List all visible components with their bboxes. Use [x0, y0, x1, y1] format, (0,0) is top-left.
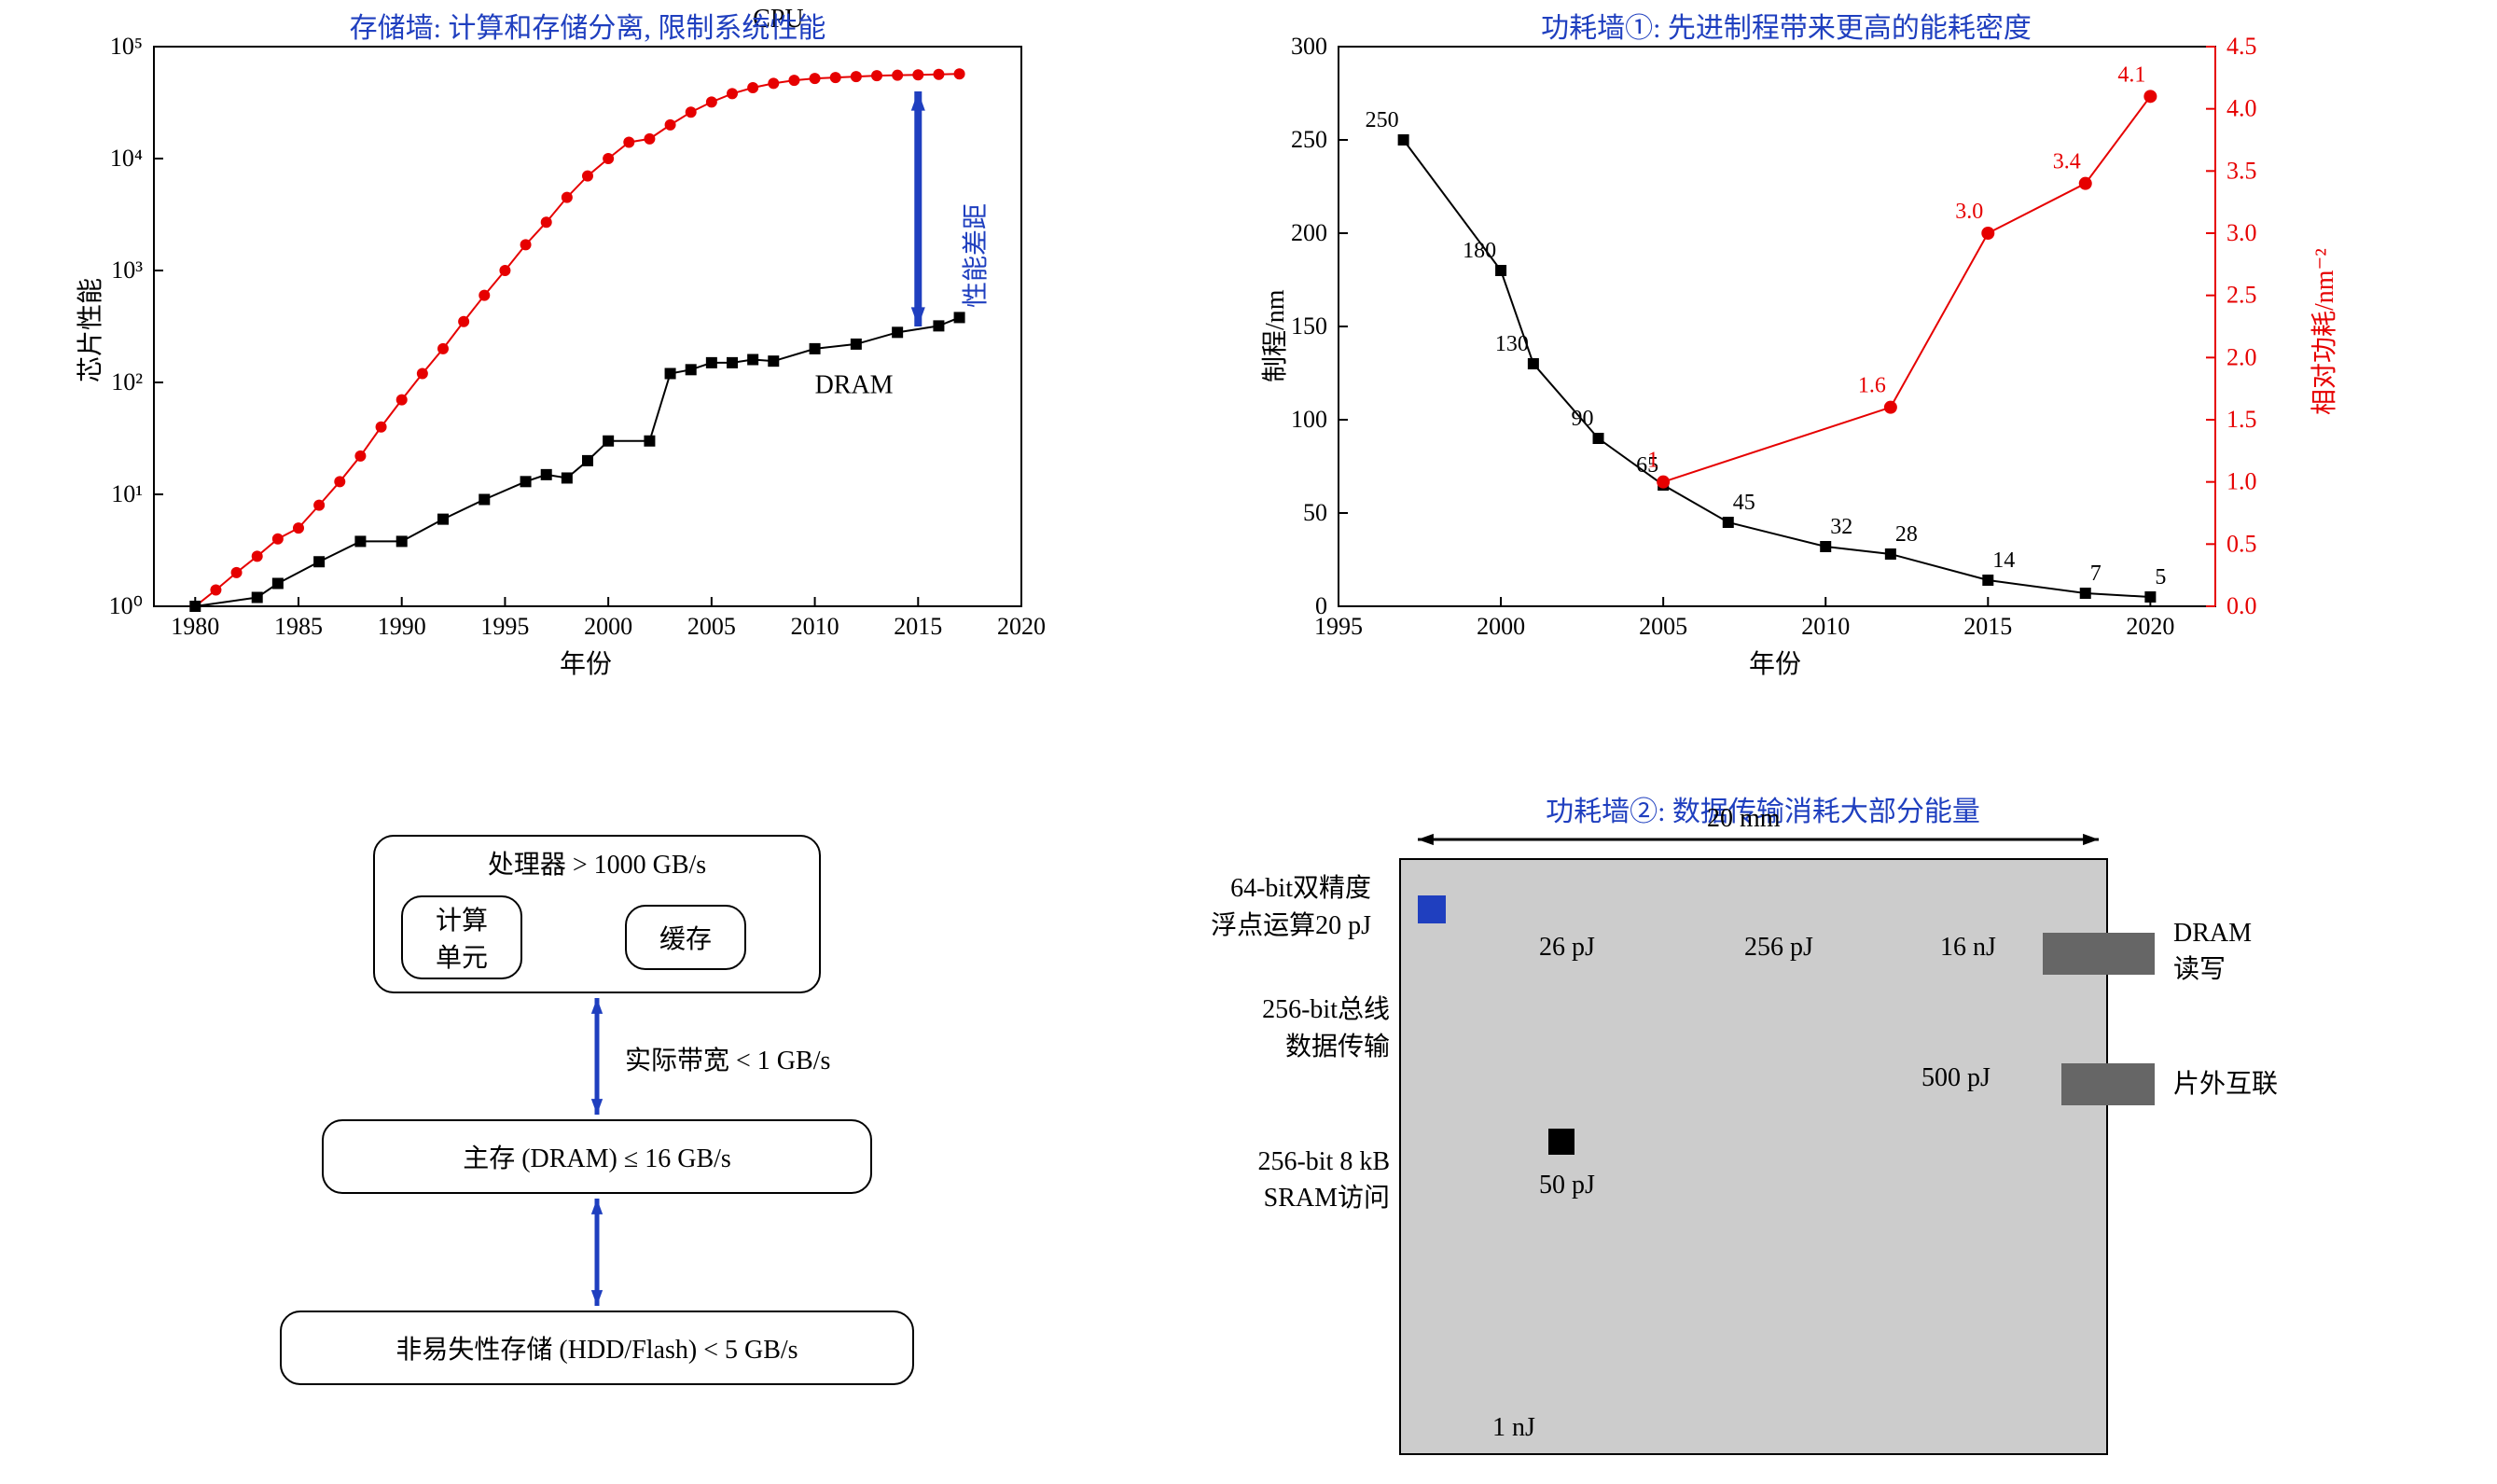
- panelD-label-pj50: 50 pJ: [1539, 1171, 1595, 1200]
- arrow-head: [2083, 834, 2099, 845]
- panelD-label-offchip: 片外互联: [2173, 1063, 2278, 1101]
- panelD-label-bus: 256-bit总线数据传输: [1166, 989, 1390, 1063]
- panelD-label-nj1: 1 nJ: [1492, 1413, 1535, 1443]
- panelD-label-fp64: 64-bit双精度浮点运算20 pJ: [1147, 867, 1371, 942]
- panelD-svg: [0, 0, 2497, 1484]
- panelD-label-sram: 256-bit 8 kBSRAM访问: [1166, 1147, 1390, 1214]
- chip-width-label: 20 mm: [1707, 804, 1781, 834]
- energy-bar-offchip: [2061, 1063, 2155, 1105]
- sram-square: [1548, 1129, 1574, 1155]
- panelD-label-pj256: 256 pJ: [1744, 933, 1813, 963]
- panelD-label-dram_rw: DRAM读写: [2173, 919, 2252, 986]
- panelD-label-pj26: 26 pJ: [1539, 933, 1595, 963]
- compute-square: [1418, 895, 1446, 923]
- energy-bar-dram: [2043, 933, 2155, 975]
- arrow-head: [1418, 834, 1434, 845]
- panelD-label-nj16: 16 nJ: [1940, 933, 1996, 963]
- panelD-label-pj500: 500 pJ: [1921, 1063, 1991, 1093]
